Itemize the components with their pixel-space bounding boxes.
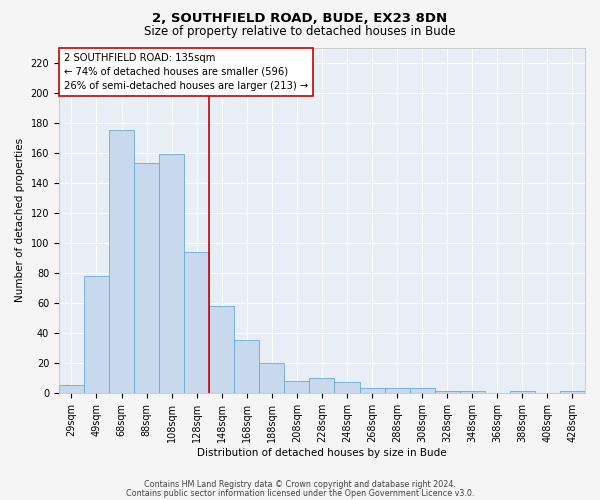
- Bar: [434, 392, 460, 393]
- Bar: [134, 163, 159, 393]
- Text: 2 SOUTHFIELD ROAD: 135sqm
← 74% of detached houses are smaller (596)
26% of semi: 2 SOUTHFIELD ROAD: 135sqm ← 74% of detac…: [64, 52, 308, 90]
- Text: Contains HM Land Registry data © Crown copyright and database right 2024.: Contains HM Land Registry data © Crown c…: [144, 480, 456, 489]
- Text: Size of property relative to detached houses in Bude: Size of property relative to detached ho…: [144, 25, 456, 38]
- Bar: [510, 392, 535, 393]
- Bar: [259, 363, 284, 393]
- Bar: [334, 382, 359, 393]
- Bar: [410, 388, 434, 393]
- Text: Contains public sector information licensed under the Open Government Licence v3: Contains public sector information licen…: [126, 488, 474, 498]
- Bar: [310, 378, 334, 393]
- Bar: [209, 306, 234, 393]
- Bar: [560, 392, 585, 393]
- Bar: [159, 154, 184, 393]
- Bar: [460, 392, 485, 393]
- Bar: [284, 381, 310, 393]
- Bar: [359, 388, 385, 393]
- Bar: [184, 252, 209, 393]
- X-axis label: Distribution of detached houses by size in Bude: Distribution of detached houses by size …: [197, 448, 447, 458]
- Bar: [84, 276, 109, 393]
- Bar: [234, 340, 259, 393]
- Text: 2, SOUTHFIELD ROAD, BUDE, EX23 8DN: 2, SOUTHFIELD ROAD, BUDE, EX23 8DN: [152, 12, 448, 26]
- Bar: [59, 386, 84, 393]
- Bar: [385, 388, 410, 393]
- Bar: [109, 130, 134, 393]
- Y-axis label: Number of detached properties: Number of detached properties: [15, 138, 25, 302]
